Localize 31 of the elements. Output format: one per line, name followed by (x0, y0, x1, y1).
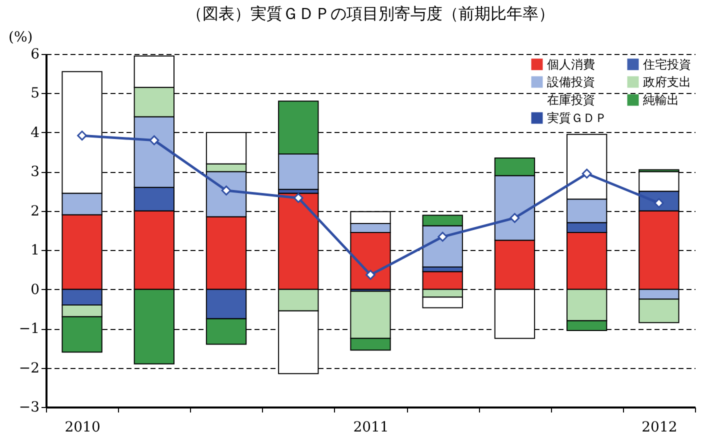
legend-label: 住宅投資 (642, 57, 691, 72)
chart-title: （図表）実質ＧＤＰの項目別寄与度（前期比年率） (186, 4, 554, 23)
y-tick-label: 4 (30, 124, 40, 141)
point (366, 270, 376, 280)
point (149, 135, 160, 146)
legend-label: 純輸出 (643, 93, 679, 107)
x-tick-label: 2011 (353, 420, 389, 436)
point (438, 232, 448, 242)
legend-label: 政府支出 (643, 75, 691, 89)
point (510, 213, 520, 223)
legend-label: 個人消費 (547, 57, 595, 72)
point (582, 168, 592, 179)
y-tick-label: 2 (30, 203, 40, 220)
y-tick-label: 3 (30, 164, 40, 180)
y-tick-label: 1 (30, 242, 40, 259)
y-tick-label: 6 (30, 46, 40, 62)
y-tick-label: 5 (30, 86, 40, 102)
text: 在庫投資 (547, 93, 595, 107)
point (221, 186, 232, 196)
point (293, 193, 304, 203)
y-tick-label: −3 (18, 400, 40, 416)
x-tick-label: 2012 (642, 420, 678, 436)
legend-label: 設備投資 (547, 75, 595, 89)
point (77, 130, 87, 141)
y-tick-label: 0 (30, 282, 40, 298)
legend-label: 実質ＧＤＰ (547, 111, 607, 125)
y-tick-label: −1 (18, 321, 40, 338)
y-axis-title: (%) (8, 30, 33, 46)
y-tick-label: −2 (18, 360, 40, 376)
point (654, 198, 664, 208)
x-tick-label: 2010 (64, 420, 100, 436)
